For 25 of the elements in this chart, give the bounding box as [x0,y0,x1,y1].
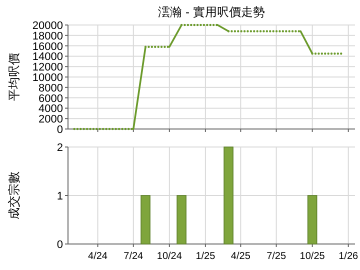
x-tick-label: 10/24 [156,251,182,262]
x-tick-label: 10/25 [300,251,326,262]
y-tick-label: 12000 [32,62,63,74]
x-tick-label: 7/24 [124,251,144,262]
y-tick-label: 0 [56,239,63,251]
y-tick-label: 2 [56,142,63,154]
y-tick-label: 14000 [32,51,63,64]
y-tick-label: 18000 [32,30,63,42]
x-tick-label: 1/25 [196,251,216,262]
x-tick-label: 4/24 [88,251,108,262]
chart-title: 澐瀚 - 實用呎價走勢 [158,5,265,19]
y-tick-label: 6000 [38,92,63,105]
y-tick-label: 0 [56,124,63,136]
y-tick-label: 8000 [38,82,63,94]
y-tick-label: 4000 [38,103,63,116]
y-tick-label: 10000 [32,72,63,84]
y-axis-title: 成交宗數 [7,172,21,220]
x-tick-label: 7/25 [266,251,286,262]
y-axis-title: 平均呎價 [7,53,21,101]
y-tick-label: 20000 [32,20,63,32]
y-tick-label: 2000 [38,114,63,126]
y-tick-label: 16000 [32,40,63,53]
x-tick-label: 1/26 [338,251,359,262]
y-tick-label: 1 [56,190,63,202]
x-tick-label: 4/25 [230,251,251,262]
